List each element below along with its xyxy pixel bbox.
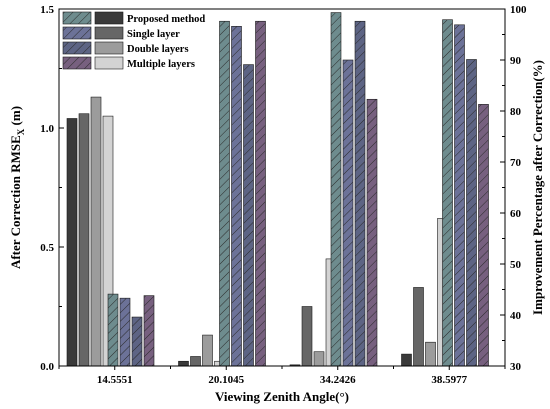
bar-right-hatch-3-0 xyxy=(132,317,142,366)
x-axis-title: Viewing Zenith Angle(°) xyxy=(215,389,349,404)
right-y-tick-label: 90 xyxy=(510,55,522,67)
bar-right-hatch-3-3 xyxy=(466,59,477,367)
legend-swatch-left-3 xyxy=(94,41,124,55)
x-tick-label: 20.1045 xyxy=(208,374,244,386)
legend-swatch-hatch-1 xyxy=(63,12,91,24)
bar-left-2-1 xyxy=(190,356,201,367)
bar-right-hatch-2-2 xyxy=(343,60,353,366)
left-y-axis-title-unit: (m) xyxy=(8,106,23,129)
bar-right-hatch-4-1 xyxy=(255,21,266,367)
bar-right-hatch-2-3 xyxy=(454,24,465,367)
right-y-tick-label: 70 xyxy=(510,157,522,169)
bar-right-hatch-3-1 xyxy=(243,64,254,366)
left-y-axis-title-sub: X xyxy=(16,128,26,135)
bar-right-hatch-4-0 xyxy=(144,295,154,366)
bar-left-3-2 xyxy=(313,351,325,367)
legend-swatch-hatch-3 xyxy=(63,42,91,54)
bar-right-hatch-2-0 xyxy=(120,298,130,366)
right-y-tick-label: 50 xyxy=(510,259,522,271)
left-y-axis-title-main: After Correction RMSE xyxy=(8,135,23,269)
bar-right-hatch-1-2 xyxy=(331,12,341,366)
bar-left-2-2 xyxy=(301,306,313,367)
legend-swatch-left-4 xyxy=(94,56,124,70)
legend-swatch-left-1 xyxy=(94,11,124,25)
bar-right-hatch-3-2 xyxy=(355,21,365,367)
right-y-tick-label: 30 xyxy=(510,361,522,373)
bar-left-1-1 xyxy=(178,360,189,367)
bar-right-hatch-1-3 xyxy=(442,19,453,367)
legend-swatch-hatch-4 xyxy=(63,57,91,69)
right-y-tick-label: 40 xyxy=(510,310,522,322)
legend-swatch-left-2 xyxy=(94,26,124,40)
legend-swatch-hatch-2 xyxy=(63,27,91,39)
bar-right-hatch-2-1 xyxy=(231,26,242,367)
left-y-tick-label: 0.5 xyxy=(40,242,54,254)
bar-left-3-1 xyxy=(202,334,213,367)
x-tick-label: 34.2426 xyxy=(320,374,356,386)
legend-label-3: Double layers xyxy=(127,44,189,55)
legend-label-2: Single layer xyxy=(127,29,180,40)
bar-right-hatch-1-1 xyxy=(219,21,230,367)
bar-left-3-0 xyxy=(90,96,102,367)
bar-right-hatch-4-3 xyxy=(478,104,489,367)
left-y-tick-label: 1.0 xyxy=(40,123,54,135)
x-tick-label: 14.5551 xyxy=(97,374,133,386)
right-y-axis-title: Improvement Percentage after Correction(… xyxy=(530,60,545,315)
left-y-tick-label: 1.5 xyxy=(40,4,54,16)
right-y-tick-label: 60 xyxy=(510,208,522,220)
bar-left-2-3 xyxy=(413,287,424,367)
legend-label-4: Multiple layers xyxy=(127,59,195,70)
legend-label-1: Proposed method xyxy=(127,14,205,25)
bar-left-1-3 xyxy=(401,353,412,367)
bar-left-3-3 xyxy=(425,341,436,367)
axes: 0.0 0.5 1.0 1.5 30 40 50 60 70 80 90 100 14.5551 20.1… xyxy=(40,4,527,386)
left-y-axis-title: After Correction RMSEX (m) xyxy=(8,106,26,269)
bar-left-2-0 xyxy=(78,113,90,367)
right-y-tick-label: 100 xyxy=(510,4,527,16)
bar-right-hatch-1-0 xyxy=(108,294,118,366)
left-y-tick-label: 0.0 xyxy=(40,361,54,373)
bar-right-hatch-4-2 xyxy=(367,99,377,367)
x-tick-label: 38.5977 xyxy=(431,374,467,386)
legend: Proposed method Single layer Double layers… xyxy=(62,11,205,70)
bar-left-1-0 xyxy=(66,118,78,367)
right-y-tick-label: 80 xyxy=(510,106,522,118)
